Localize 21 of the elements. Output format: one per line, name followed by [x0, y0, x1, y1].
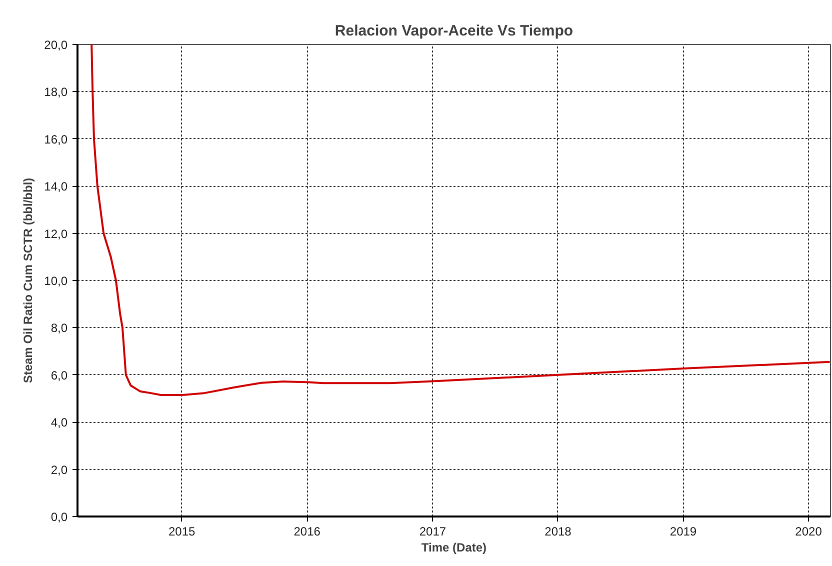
x-tick-label: 2019 [670, 524, 697, 538]
y-tick-label: 20,0 [44, 38, 68, 52]
y-tick-label: 18,0 [44, 85, 68, 100]
y-tick-label: 6,0 [50, 368, 68, 382]
y-tick-label: 10,0 [44, 274, 68, 288]
y-axis-title: Steam Oil Ratio Cum SCTR (bbl/bbl) [21, 178, 36, 384]
chart-title: Relacion Vapor-Aceite Vs Tiempo [334, 22, 574, 40]
x-axis-title: Time (Date) [421, 540, 487, 554]
x-tick-label: 2016 [294, 524, 321, 538]
y-tick-label: 0,0 [50, 510, 68, 524]
x-tick-label: 2018 [544, 524, 572, 538]
y-tick-label: 4,0 [50, 416, 68, 430]
x-tick-label: 2017 [419, 524, 446, 538]
y-tick-label: 16,0 [44, 132, 68, 146]
y-tick-label: 8,0 [50, 321, 68, 336]
x-tick-label: 2020 [795, 524, 822, 538]
y-tick-label: 14,0 [44, 180, 68, 194]
y-tick-label: 12,0 [44, 226, 68, 241]
y-tick-label: 2,0 [50, 462, 68, 477]
line-series [90, 44, 830, 396]
x-tick-label: 2015 [168, 524, 196, 538]
